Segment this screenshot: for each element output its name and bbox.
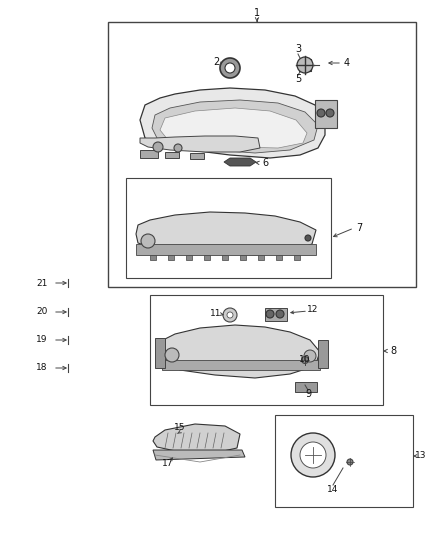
Text: 4: 4 — [344, 58, 350, 68]
Text: 17: 17 — [162, 459, 174, 469]
Text: 3: 3 — [295, 44, 301, 54]
Text: 1: 1 — [254, 8, 260, 18]
Polygon shape — [162, 325, 320, 378]
Text: 10: 10 — [299, 356, 311, 365]
Circle shape — [317, 109, 325, 117]
Text: 18: 18 — [36, 364, 48, 373]
Circle shape — [266, 310, 274, 318]
Polygon shape — [153, 424, 240, 454]
Bar — [140, 150, 158, 158]
Text: 14: 14 — [327, 486, 339, 495]
Polygon shape — [136, 212, 316, 255]
Circle shape — [276, 310, 284, 318]
Circle shape — [153, 142, 163, 152]
Text: 6: 6 — [262, 158, 268, 168]
Circle shape — [291, 433, 335, 477]
Polygon shape — [136, 244, 316, 255]
Bar — [204, 255, 210, 260]
Circle shape — [227, 312, 233, 318]
Bar — [126, 178, 331, 278]
Text: 5: 5 — [295, 74, 301, 84]
Bar — [190, 153, 204, 159]
Circle shape — [141, 234, 155, 248]
Text: 20: 20 — [36, 308, 48, 317]
Bar — [155, 338, 165, 368]
Bar — [150, 295, 383, 405]
Bar — [294, 255, 300, 260]
Bar — [168, 255, 174, 260]
Bar — [275, 415, 413, 507]
Text: 9: 9 — [305, 389, 311, 399]
Text: 15: 15 — [174, 424, 186, 432]
Polygon shape — [140, 136, 260, 152]
Text: 19: 19 — [36, 335, 48, 344]
Bar — [240, 255, 246, 260]
Text: 13: 13 — [415, 451, 427, 461]
Circle shape — [165, 348, 179, 362]
Bar — [108, 22, 416, 287]
Polygon shape — [152, 100, 318, 153]
Bar — [150, 255, 156, 260]
Polygon shape — [224, 158, 256, 166]
Circle shape — [301, 357, 308, 364]
Polygon shape — [162, 360, 320, 370]
Polygon shape — [140, 88, 325, 158]
Bar — [165, 152, 179, 158]
Bar — [222, 255, 228, 260]
Circle shape — [300, 442, 326, 468]
Bar — [186, 255, 192, 260]
Polygon shape — [160, 108, 307, 148]
Circle shape — [174, 144, 182, 152]
Circle shape — [297, 57, 313, 73]
Text: 21: 21 — [36, 279, 48, 287]
Text: 11: 11 — [210, 309, 222, 318]
Bar — [265, 308, 287, 321]
Circle shape — [305, 235, 311, 241]
Circle shape — [326, 109, 334, 117]
Circle shape — [223, 308, 237, 322]
Circle shape — [220, 58, 240, 78]
Bar — [258, 255, 264, 260]
Polygon shape — [153, 450, 245, 460]
Bar — [315, 100, 337, 128]
Circle shape — [304, 350, 316, 362]
Bar — [276, 255, 282, 260]
Bar — [295, 382, 317, 392]
Circle shape — [347, 459, 353, 465]
Text: 12: 12 — [307, 305, 319, 314]
Text: 7: 7 — [356, 223, 362, 233]
Text: 8: 8 — [390, 346, 396, 356]
Bar — [299, 59, 311, 71]
Circle shape — [225, 63, 235, 73]
Text: 2: 2 — [213, 57, 219, 67]
Bar — [318, 340, 328, 368]
